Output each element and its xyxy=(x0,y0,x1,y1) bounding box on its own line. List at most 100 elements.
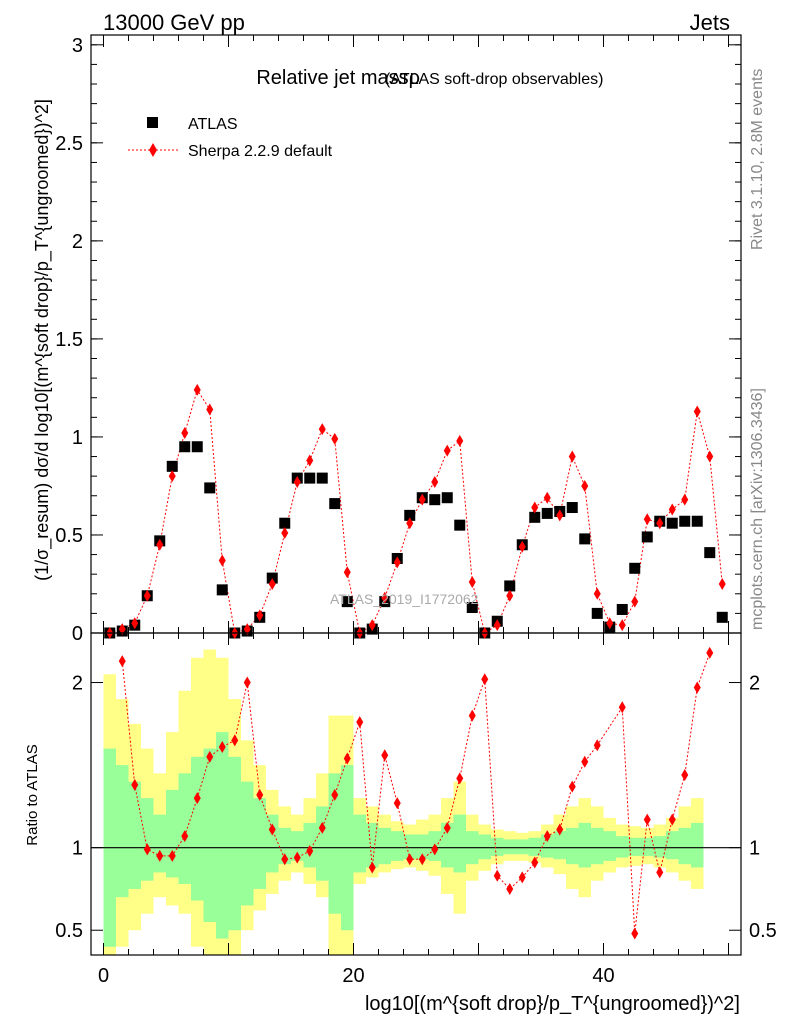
ratio-band-inner xyxy=(241,781,254,906)
atlas-point xyxy=(441,492,453,504)
ratio-sherpa-point xyxy=(356,716,364,729)
ratio-band-inner xyxy=(178,773,191,884)
ratio-sherpa-point xyxy=(643,813,651,826)
sherpa-point xyxy=(681,493,689,506)
ratio-sherpa-point xyxy=(181,830,189,843)
ratio-sherpa-point xyxy=(543,830,551,843)
atlas-point xyxy=(466,602,478,614)
ratio-sherpa-point xyxy=(468,709,476,722)
sherpa-point xyxy=(506,589,514,602)
sherpa-point xyxy=(518,540,526,553)
legend-sherpa-marker xyxy=(149,143,157,157)
ratio-band-inner xyxy=(616,836,629,858)
sherpa-point xyxy=(206,403,214,416)
sherpa-point xyxy=(331,432,339,445)
y-axis-label-main: (1/σ_resum) dσ/d log10[(m^{soft drop}/p_… xyxy=(32,99,53,581)
sherpa-point xyxy=(318,423,326,436)
ratio-sherpa-point xyxy=(706,646,714,659)
atlas-point xyxy=(629,562,641,574)
atlas-point xyxy=(404,509,416,521)
ratio-band-inner xyxy=(291,831,304,861)
sherpa-point xyxy=(393,556,401,569)
ratio-band-inner xyxy=(666,831,679,860)
ratio-band-inner xyxy=(141,798,154,881)
ratio-band-inner xyxy=(528,837,541,856)
atlas-point xyxy=(679,515,691,527)
sherpa-point xyxy=(493,619,501,632)
y-tick-label: 0.5 xyxy=(55,525,83,547)
atlas-point xyxy=(529,511,541,523)
ratio-frame xyxy=(90,632,742,956)
ratio-sherpa-point xyxy=(631,927,639,940)
ratio-sherpa-point xyxy=(256,788,264,801)
sherpa-point xyxy=(643,513,651,526)
legend-sherpa-label: Sherpa 2.2.9 default xyxy=(188,143,333,160)
sherpa-point xyxy=(593,587,601,600)
ratio-sherpa-point xyxy=(481,673,489,686)
sherpa-point xyxy=(143,589,151,602)
sherpa-point xyxy=(718,577,726,590)
ratio-band-inner xyxy=(278,827,291,865)
y-tick-label: 3 xyxy=(72,35,83,57)
sherpa-point xyxy=(343,566,351,579)
ratio-sherpa-point xyxy=(143,843,151,856)
sherpa-point xyxy=(693,405,701,418)
ratio-band-inner xyxy=(166,789,179,878)
sherpa-point xyxy=(381,591,389,604)
ratio-sherpa-point xyxy=(693,681,701,694)
ratio-band-inner xyxy=(578,822,591,868)
sherpa-point xyxy=(443,444,451,457)
y-tick-label: 1 xyxy=(72,427,83,449)
ratio-sherpa-point xyxy=(131,778,139,791)
ratio-sherpa-point xyxy=(168,849,176,862)
atlas-point xyxy=(204,482,216,494)
ratio-tick-label-right: 1 xyxy=(749,838,760,860)
sherpa-point xyxy=(218,554,226,567)
ratio-band-inner xyxy=(253,798,266,889)
y-tick-label: 0 xyxy=(72,623,83,645)
ratio-sherpa-point xyxy=(118,655,126,668)
sherpa-point xyxy=(118,623,126,636)
ratio-band-inner xyxy=(316,806,329,881)
atlas-point xyxy=(591,607,603,619)
sherpa-point xyxy=(281,527,289,540)
ratio-band-inner xyxy=(203,748,216,922)
ratio-band-inner xyxy=(478,834,491,860)
ratio-sherpa-point xyxy=(306,844,314,857)
sherpa-point xyxy=(418,493,426,506)
sherpa-point xyxy=(181,427,189,440)
ratio-band-inner xyxy=(116,765,129,898)
ratio-sherpa-point xyxy=(293,851,301,864)
atlas-point xyxy=(329,498,341,510)
ratio-tick-label-right: 0.5 xyxy=(749,920,777,942)
ratio-band-inner xyxy=(516,839,529,855)
y-tick-label: 2 xyxy=(72,231,83,253)
atlas-point xyxy=(616,603,628,615)
sherpa-point xyxy=(156,538,164,551)
ratio-band-inner xyxy=(441,822,454,868)
atlas-point xyxy=(716,611,728,623)
atlas-point xyxy=(279,517,291,529)
ratio-sherpa-point xyxy=(206,750,214,763)
header-left: 13000 GeV pp xyxy=(103,10,245,35)
ratio-tick-label: 1 xyxy=(72,838,83,860)
sherpa-point xyxy=(193,383,201,396)
atlas-point xyxy=(704,547,716,559)
atlas-point xyxy=(454,519,466,531)
ratio-sherpa-point xyxy=(593,739,601,752)
ratio-sherpa-point xyxy=(343,752,351,765)
sherpa-point xyxy=(468,576,476,589)
ratio-sherpa-point xyxy=(318,821,326,834)
sherpa-point xyxy=(431,476,439,489)
atlas-point xyxy=(566,502,578,514)
sherpa-point xyxy=(606,617,614,630)
atlas-point xyxy=(179,441,191,453)
atlas-point xyxy=(541,507,553,519)
sherpa-point xyxy=(306,454,314,467)
ratio-panel: 0.5 0.5 1 1 2 2 Ratio to ATLAS xyxy=(24,632,777,956)
sherpa-point xyxy=(618,619,626,632)
ratio-sherpa-point xyxy=(193,792,201,805)
ratio-sherpa-point xyxy=(531,856,539,869)
ratio-band-inner xyxy=(216,732,229,939)
